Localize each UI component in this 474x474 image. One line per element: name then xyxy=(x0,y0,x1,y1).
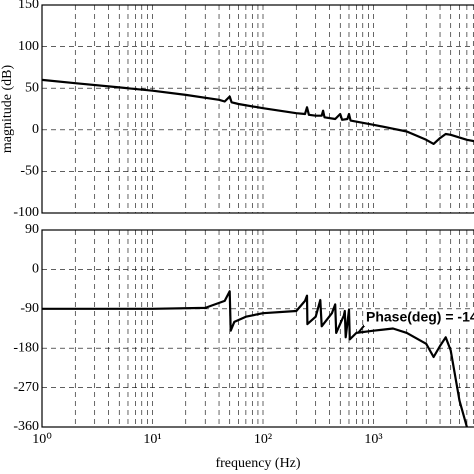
y-tick-label: -100 xyxy=(13,205,39,220)
y-tick-label: -360 xyxy=(13,419,39,434)
data-line xyxy=(42,290,468,428)
y-tick-label: -50 xyxy=(20,164,39,179)
y-tick-label: 150 xyxy=(18,0,39,12)
plot-frame xyxy=(41,4,474,214)
y-tick-label: 90 xyxy=(25,222,39,237)
x-tick-label: 10⁰ xyxy=(32,432,52,447)
y-tick-label: -180 xyxy=(13,340,39,355)
annotation: Phase(deg) = -141 xyxy=(366,309,474,325)
y-tick-label: 0 xyxy=(32,262,39,277)
y-tick-label: -90 xyxy=(20,301,39,316)
y-axis-label: magnitude (dB) xyxy=(0,65,15,154)
x-axis-label: frequency (Hz) xyxy=(215,456,300,471)
x-tick-label: 10³ xyxy=(364,432,382,447)
x-tick-label: 10¹ xyxy=(143,432,161,447)
y-tick-label: 100 xyxy=(18,39,39,54)
annotation-box xyxy=(364,310,474,326)
y-tick-label: 0 xyxy=(32,122,39,137)
x-tick-label: 10² xyxy=(254,432,272,447)
y-tick-label: -270 xyxy=(13,380,39,395)
data-line xyxy=(41,78,474,145)
y-tick-label: 50 xyxy=(25,80,39,95)
plot-frame xyxy=(41,229,474,428)
